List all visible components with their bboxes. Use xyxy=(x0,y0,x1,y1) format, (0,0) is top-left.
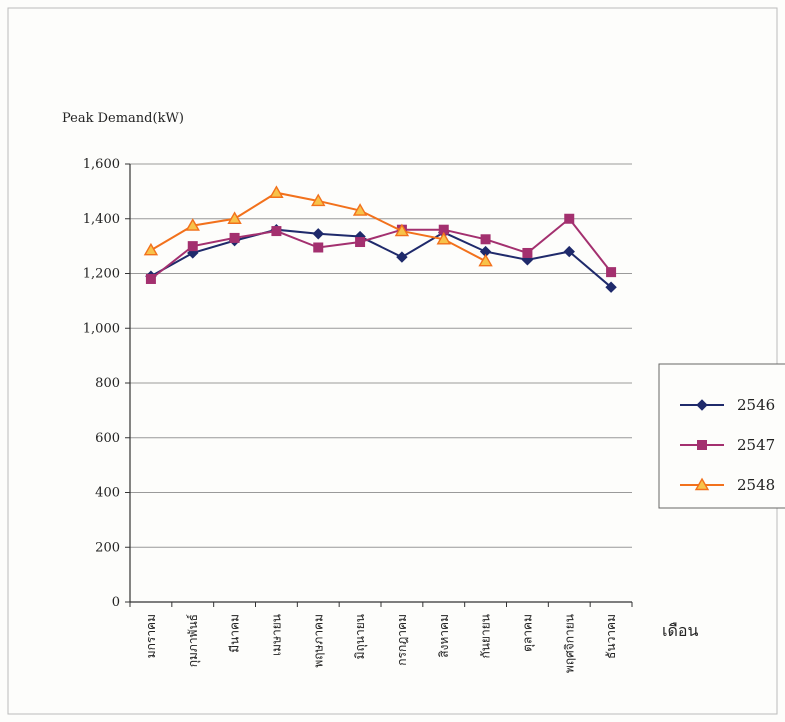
legend-item: 2548 xyxy=(680,476,775,494)
data-point xyxy=(145,273,156,284)
legend-label: 2547 xyxy=(737,436,775,454)
data-point xyxy=(185,218,200,231)
data-point xyxy=(352,203,368,216)
y-tick-label: 1,000 xyxy=(83,321,120,336)
x-tick-label: มิถุนายน xyxy=(353,614,368,659)
y-axis-title: Peak Demand(kW) xyxy=(62,111,184,126)
y-tick-label: 0 xyxy=(112,595,120,610)
y-tick-label: 800 xyxy=(95,376,120,391)
x-tick-label: พฤษภาคม xyxy=(311,614,325,668)
data-point xyxy=(312,228,324,240)
series-layer xyxy=(143,185,617,293)
data-point xyxy=(478,253,493,267)
y-axis-ticks: 0 200 400 600 800 1,000 1,200 1,400 1,600 xyxy=(83,157,130,610)
y-tick-label: 1,400 xyxy=(83,212,120,227)
data-point xyxy=(564,213,575,224)
legend-label: 2546 xyxy=(737,396,775,414)
data-point xyxy=(396,251,408,263)
data-point xyxy=(522,247,533,258)
data-point xyxy=(229,232,240,243)
x-tick-label: มีนาคม xyxy=(228,614,242,653)
data-point xyxy=(696,399,708,411)
x-tick-label: สิงหาคม xyxy=(437,614,451,658)
legend: 2546 2547 2548 xyxy=(658,363,785,509)
data-point xyxy=(694,477,710,491)
series-line xyxy=(150,228,612,288)
x-tick-label: ธันวาคม xyxy=(604,614,618,659)
series-line xyxy=(150,217,612,280)
data-point xyxy=(269,185,284,198)
x-axis-ticks: มกราคม กุมภาพันธ์ มีนาคม เมษายน พฤษภาคม มิถุน… xyxy=(129,602,633,673)
legend-item: 2547 xyxy=(680,436,775,454)
y-tick-label: 600 xyxy=(95,431,120,446)
data-point xyxy=(311,193,326,207)
chart-frame xyxy=(7,7,778,715)
data-point xyxy=(480,234,491,245)
x-tick-label: กุมภาพันธ์ xyxy=(186,614,201,667)
x-tick-label: กันยายน xyxy=(479,614,493,658)
data-point xyxy=(143,242,159,256)
y-tick-label: 1,600 xyxy=(83,157,120,172)
legend-label: 2548 xyxy=(737,476,775,494)
data-point xyxy=(394,223,410,237)
data-point xyxy=(227,211,242,224)
x-tick-label: กรกฎาคม xyxy=(395,614,409,666)
x-tick-label: พฤศจิกายน xyxy=(562,614,576,673)
data-point xyxy=(355,237,366,248)
data-point xyxy=(697,440,707,450)
data-point xyxy=(563,245,575,258)
x-tick-label: มกราคม xyxy=(144,614,158,658)
series-2548 xyxy=(143,185,493,267)
x-tick-label: ตุลาคม xyxy=(520,614,535,652)
legend-item: 2546 xyxy=(680,396,775,414)
y-tick-label: 400 xyxy=(95,486,120,501)
x-axis-title: เดือน xyxy=(662,621,698,640)
y-tick-label: 200 xyxy=(95,540,120,555)
data-point xyxy=(605,281,617,293)
y-tick-label: 1,200 xyxy=(83,267,120,282)
data-point xyxy=(606,267,617,278)
data-point xyxy=(187,241,198,252)
data-point xyxy=(436,231,451,245)
data-point xyxy=(313,242,324,253)
x-tick-label: เมษายน xyxy=(269,614,283,656)
data-point xyxy=(271,226,282,237)
